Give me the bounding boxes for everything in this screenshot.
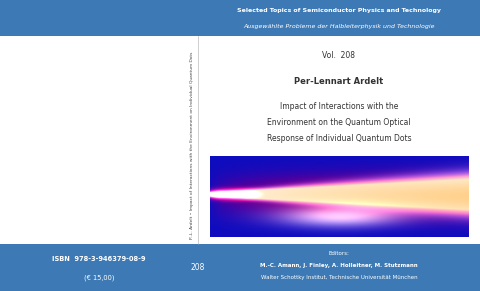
Text: Ausgewählte Probleme der Halbleiterphysik und Technologie: Ausgewählte Probleme der Halbleiterphysi… <box>243 24 434 29</box>
Text: M.-C. Amann, J. Finley, A. Holleitner, M. Stutzmann: M.-C. Amann, J. Finley, A. Holleitner, M… <box>260 263 418 268</box>
Text: Per-Lennart Ardelt: Per-Lennart Ardelt <box>294 77 384 86</box>
Text: Impact of Interactions with the: Impact of Interactions with the <box>280 102 398 111</box>
Bar <box>0 36 480 244</box>
Text: Vol.  208: Vol. 208 <box>323 51 355 60</box>
Bar <box>0 244 480 291</box>
Text: Response of Individual Quantum Dots: Response of Individual Quantum Dots <box>266 134 411 143</box>
Text: (€ 15,00): (€ 15,00) <box>84 275 114 281</box>
Text: ISBN  978-3-946379-08-9: ISBN 978-3-946379-08-9 <box>52 256 145 262</box>
Text: Editors:: Editors: <box>328 251 349 256</box>
Text: Selected Topics of Semiconductor Physics and Technology: Selected Topics of Semiconductor Physics… <box>237 8 441 13</box>
Bar <box>0 0 480 36</box>
Text: 208: 208 <box>191 263 205 272</box>
Text: P.-L. Ardelt • Impact of Interactions with the Environment on Individual Quantum: P.-L. Ardelt • Impact of Interactions wi… <box>190 52 194 239</box>
Text: Walter Schottky Institut, Technische Universität München: Walter Schottky Institut, Technische Uni… <box>261 276 417 281</box>
Text: Environment on the Quantum Optical: Environment on the Quantum Optical <box>267 118 411 127</box>
